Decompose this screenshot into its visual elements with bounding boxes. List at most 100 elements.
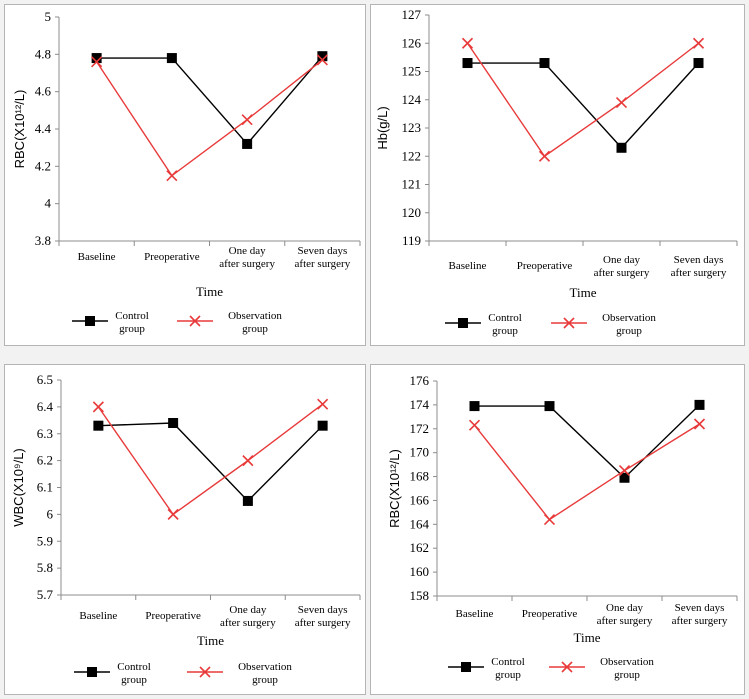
- y-tick-label: 160: [410, 564, 430, 579]
- y-tick-label: 121: [402, 177, 422, 192]
- y-tick-label: 166: [410, 492, 430, 507]
- y-tick-label: 176: [410, 373, 430, 388]
- y-tick-label: 162: [410, 540, 430, 555]
- x-tick-label: Seven days after surgery: [295, 604, 351, 629]
- legend-label-control: Control group: [491, 656, 525, 681]
- data-point-control: [462, 58, 473, 69]
- x-axis-label: Time: [570, 285, 597, 300]
- data-point-observation: [167, 508, 179, 520]
- x-axis-label: Time: [197, 633, 224, 648]
- y-tick-label: 4.8: [35, 46, 51, 61]
- x-tick-label: One day after surgery: [594, 254, 650, 279]
- y-tick-label: 5.7: [37, 587, 54, 602]
- y-tick-label: 124: [402, 92, 422, 107]
- x-tick-label: Baseline: [449, 260, 487, 272]
- data-point-control: [544, 401, 555, 412]
- data-point-observation: [468, 419, 481, 431]
- data-point-observation: [92, 401, 104, 413]
- y-tick-label: 6.2: [37, 453, 53, 468]
- y-tick-label: 120: [402, 205, 422, 220]
- y-tick-label: 4.4: [35, 121, 52, 136]
- x-tick-label: Baseline: [79, 610, 117, 622]
- y-tick-label: 4: [45, 196, 52, 211]
- x-tick-label: Seven days after surgery: [671, 254, 727, 279]
- y-tick-label: 6.5: [37, 372, 53, 387]
- y-tick-label: 6.4: [37, 399, 54, 414]
- data-point-control: [168, 418, 179, 428]
- data-point-control: [242, 495, 253, 506]
- series-line-control: [474, 404, 700, 479]
- x-axis-label: Time: [196, 284, 223, 299]
- x-tick-label: Seven days after surgery: [672, 602, 728, 627]
- legend-marker-observation: [189, 315, 201, 327]
- legend-label-control: Control group: [488, 312, 522, 337]
- x-tick-label: Baseline: [78, 251, 116, 263]
- y-tick-label: 119: [402, 233, 421, 248]
- data-point-observation: [316, 54, 328, 66]
- series-line-control: [98, 422, 324, 502]
- data-point-control: [91, 53, 102, 64]
- x-tick-label: Preoperative: [522, 608, 578, 620]
- legend-marker-observation: [561, 661, 573, 673]
- chart-hb: 119 120 121 122 123 124 125 126 127 Baseline Preop…: [375, 7, 738, 337]
- y-tick-label: 164: [410, 516, 430, 531]
- y-tick-label: 125: [402, 64, 422, 79]
- y-tick-label: 172: [410, 421, 430, 436]
- y-tick-label: 127: [402, 7, 422, 22]
- y-tick-label: 3.8: [35, 233, 51, 248]
- data-point-observation: [241, 114, 253, 126]
- series-line-observation: [97, 403, 324, 516]
- chart-panel-rbc-2: 158 160 162 164 166 168 170 172 174 176 Baseline Pr…: [370, 364, 745, 695]
- legend-label-control: Control group: [115, 310, 149, 335]
- y-tick-label: 122: [402, 148, 422, 163]
- data-point-control: [317, 420, 328, 431]
- chart-wbc: 5.7 5.8 5.9 6 6.1 6.2 6.3 6.4 6.5 Baseline Preoper…: [11, 372, 361, 686]
- y-tick-label: 5: [45, 9, 52, 24]
- y-tick-label: 123: [402, 120, 422, 135]
- x-tick-label: Preoperative: [145, 610, 201, 622]
- data-point-observation: [543, 513, 556, 526]
- data-point-observation: [538, 150, 551, 162]
- data-point-control: [469, 401, 480, 412]
- data-point-observation: [317, 398, 329, 410]
- series-line-observation: [96, 59, 323, 177]
- series-line-control: [96, 55, 323, 146]
- series-line-observation: [466, 42, 699, 158]
- data-point-observation: [91, 56, 103, 68]
- y-tick-label: 174: [410, 397, 430, 412]
- y-tick-label: 168: [410, 469, 430, 484]
- legend-label-observation: Observation group: [238, 661, 292, 686]
- y-axis-label: Hb(g/L): [375, 106, 390, 149]
- y-tick-label: 5.8: [37, 560, 53, 575]
- legend-marker-observation: [563, 317, 575, 329]
- y-tick-label: 4.2: [35, 158, 51, 173]
- y-tick-label: 4.6: [35, 84, 52, 99]
- chart-panel-rbc: 3.8 4 4.2 4.4 4.6 4.8 5 Baseline Preoperative One…: [4, 4, 366, 346]
- data-point-observation: [461, 37, 474, 49]
- legend-marker-control: [87, 667, 97, 677]
- legend-label-observation: Observation group: [600, 656, 654, 681]
- series-line-observation: [473, 423, 700, 521]
- data-point-control: [619, 472, 630, 483]
- y-tick-label: 158: [410, 588, 430, 603]
- data-point-control: [616, 142, 627, 153]
- x-tick-label: One day after surgery: [219, 245, 275, 270]
- x-tick-label: Seven days after surgery: [295, 245, 351, 270]
- legend-marker-control: [461, 662, 471, 672]
- data-point-observation: [618, 465, 631, 477]
- x-tick-label: Preoperative: [144, 251, 200, 263]
- data-point-control: [93, 420, 104, 431]
- data-point-observation: [615, 97, 628, 109]
- y-tick-label: 6.1: [37, 480, 53, 495]
- chart-panel-hb: 119 120 121 122 123 124 125 126 127 Baseline Preop…: [370, 4, 745, 346]
- data-point-control: [694, 399, 705, 410]
- data-point-observation: [242, 455, 254, 467]
- series-line-control: [467, 62, 700, 149]
- data-point-control: [539, 58, 550, 69]
- data-point-observation: [692, 37, 705, 49]
- data-point-control: [166, 53, 177, 64]
- x-tick-label: One day after surgery: [597, 602, 653, 627]
- y-tick-label: 170: [410, 445, 430, 460]
- y-axis-label: WBC(X10⁹/L): [11, 448, 26, 527]
- x-tick-label: Baseline: [456, 608, 494, 620]
